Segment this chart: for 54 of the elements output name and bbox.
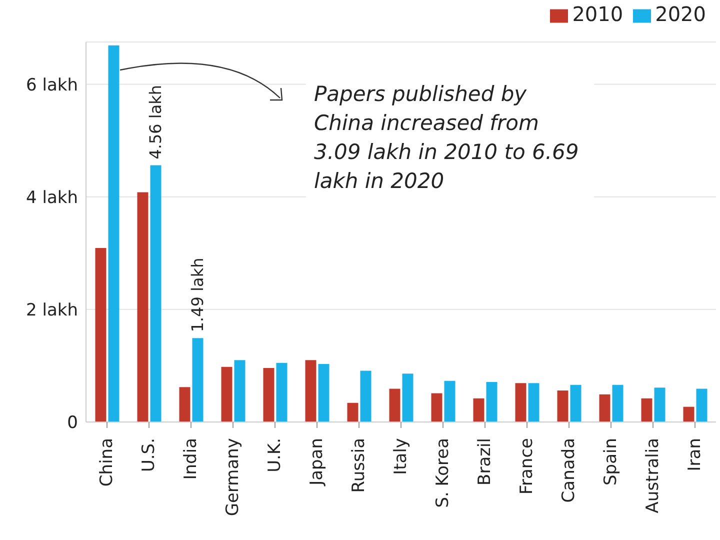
bar <box>150 165 162 422</box>
x-tick-label: S. Korea <box>433 438 453 508</box>
bar <box>137 192 148 422</box>
bar <box>389 388 400 422</box>
bar <box>318 364 330 422</box>
bar <box>108 45 120 422</box>
legend-label: 2010 <box>572 2 624 26</box>
bar <box>570 384 582 422</box>
bar <box>528 383 540 422</box>
bar <box>515 383 526 422</box>
bar <box>473 398 484 422</box>
bar <box>95 248 106 422</box>
bar <box>612 384 624 422</box>
x-tick-label: Australia <box>643 438 663 514</box>
bar <box>360 370 372 422</box>
bar <box>221 366 232 422</box>
x-tick-label: China <box>97 438 117 487</box>
x-tick-label: Iran <box>685 438 705 472</box>
y-tick-label: 2 lakh <box>26 300 78 320</box>
bar <box>192 338 204 422</box>
bar <box>179 387 190 422</box>
x-tick-label: Canada <box>559 438 579 503</box>
data-label: 1.49 lakh <box>188 258 208 332</box>
bar <box>486 382 498 422</box>
x-tick-label: U.K. <box>265 438 285 472</box>
x-tick-label: U.S. <box>139 438 159 472</box>
bar <box>599 394 610 422</box>
bar <box>557 390 568 422</box>
bar <box>305 360 316 422</box>
bar <box>263 368 274 422</box>
y-tick-label: 0 <box>67 413 78 434</box>
x-tick-label: Spain <box>601 438 621 486</box>
bar <box>641 398 652 422</box>
bar <box>234 360 246 422</box>
x-tick-label: India <box>181 438 201 480</box>
bar <box>683 406 694 422</box>
y-tick-label: 6 lakh <box>26 75 78 96</box>
x-tick-label: Germany <box>223 438 243 516</box>
bar <box>402 374 414 422</box>
bar <box>696 388 708 422</box>
bar <box>444 380 456 422</box>
bar <box>654 388 666 422</box>
annotation: Papers published by China increased from 3.09 lakh in 2010 to 6.69 lakh in 2020 <box>314 81 580 195</box>
bar <box>431 393 442 422</box>
bar <box>276 362 288 422</box>
y-tick-label: 4 lakh <box>26 188 78 208</box>
data-label: 4.56 lakh <box>146 84 166 160</box>
x-tick-label: Japan <box>307 438 327 486</box>
x-tick-label: Russia <box>349 438 369 493</box>
x-tick-label: Brazil <box>475 438 495 486</box>
x-tick-label: Italy <box>391 438 411 475</box>
bar <box>347 402 358 422</box>
legend-label: 2020 <box>655 2 706 26</box>
x-tick-label: France <box>517 438 537 495</box>
